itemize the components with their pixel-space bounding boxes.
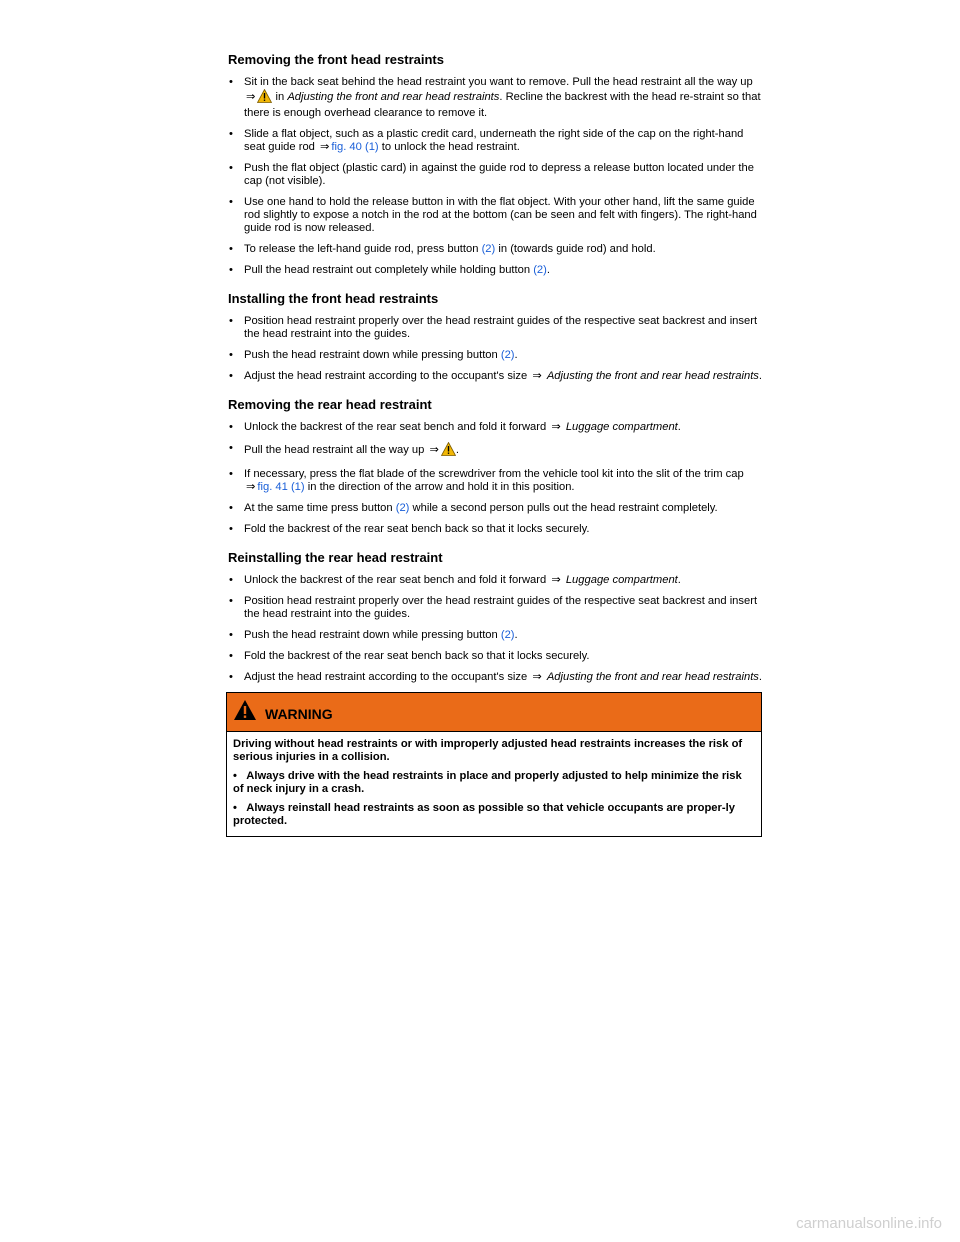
list-item: • Position head restraint properly over …: [229, 595, 758, 620]
arrow-symbol: ⇒: [320, 141, 330, 153]
bullet: •: [229, 502, 233, 514]
bullet: •: [229, 315, 233, 327]
list-item: • Pull the head restraint out completely…: [229, 264, 550, 276]
reference-link[interactable]: Adjusting the front and rear head restra…: [546, 671, 759, 683]
button-ref-link[interactable]: (2): [481, 243, 496, 255]
button-ref-link[interactable]: (2): [533, 264, 547, 276]
section-title-installing-front: Installing the front head restraints: [228, 291, 439, 306]
arrow-symbol: ⇒: [551, 421, 561, 433]
bullet: •: [229, 595, 233, 607]
warning-triangle-icon: [233, 699, 257, 726]
bullet: •: [229, 468, 233, 480]
section-title-removing-rear: Removing the rear head restraint: [228, 397, 432, 412]
reference-link[interactable]: Adjusting the front and rear head restra…: [287, 91, 500, 103]
list-item: • Fold the backrest of the rear seat ben…: [229, 523, 590, 535]
list-item: • Push the flat object (plastic card) in…: [229, 162, 754, 187]
list-item: • Slide a flat object, such as a plastic…: [229, 128, 744, 153]
reference-link[interactable]: Adjusting the front and rear head restra…: [546, 370, 759, 382]
button-ref-link[interactable]: (2): [500, 349, 515, 361]
list-item: • To release the left-hand guide rod, pr…: [229, 243, 656, 255]
arrow-symbol: ⇒: [532, 671, 542, 683]
bullet: •: [229, 243, 233, 255]
section-title-removing-front: Removing the front head restraints: [228, 52, 444, 67]
list-item: • If necessary, press the flat blade of …: [229, 468, 744, 493]
warning-triangle-icon[interactable]: [440, 441, 457, 460]
list-item: • Position head restraint properly over …: [229, 315, 758, 340]
bullet: •: [229, 162, 233, 174]
figure-link[interactable]: fig. 40 (1): [331, 141, 379, 153]
list-item: • Adjust the head restraint according to…: [229, 370, 763, 382]
list-item: • At the same time press button (2) whil…: [229, 502, 718, 514]
bullet: •: [229, 76, 233, 88]
list-item: • Sit in the back seat behind the head r…: [229, 76, 761, 119]
warning-bullet: • Always reinstall head restraints as so…: [233, 802, 735, 827]
warning-header: WARNING: [227, 693, 761, 732]
warning-text: Driving without head restraints or with …: [233, 738, 743, 763]
list-item: • Pull the head restraint all the way up…: [228, 441, 762, 460]
list-item: • Unlock the backrest of the rear seat b…: [229, 574, 681, 586]
bullet: •: [229, 650, 233, 662]
manual-page: Removing the front head restraints • Sit…: [228, 52, 762, 692]
list-item: • Use one hand to hold the release butto…: [229, 196, 757, 234]
warning-body: Driving without head restraints or with …: [227, 732, 761, 836]
list-item: • Push the head restraint down while pre…: [229, 349, 518, 361]
list-item: • Unlock the backrest of the rear seat b…: [229, 421, 681, 433]
section-title-reinstalling-rear: Reinstalling the rear head restraint: [228, 550, 443, 565]
bullet: •: [229, 671, 233, 683]
bullet: •: [229, 629, 233, 641]
list-item: • Adjust the head restraint according to…: [229, 671, 763, 683]
bullet: •: [229, 264, 233, 276]
arrow-symbol: ⇒: [551, 574, 561, 586]
warning-box: WARNING Driving without head restraints …: [226, 692, 762, 837]
arrow-symbol: ⇒: [246, 91, 256, 103]
bullet: •: [229, 128, 233, 140]
bullet: •: [229, 421, 233, 433]
reference-link[interactable]: Luggage compartment: [565, 421, 678, 433]
bullet: •: [229, 349, 233, 361]
list-item: • Push the head restraint down while pre…: [229, 629, 518, 641]
bullet: •: [229, 196, 233, 208]
bullet: •: [229, 442, 233, 454]
figure-link[interactable]: fig. 41 (1): [257, 481, 305, 493]
arrow-symbol: ⇒: [246, 481, 256, 493]
bullet: •: [229, 574, 233, 586]
button-ref-link[interactable]: (2): [500, 629, 515, 641]
warning-bullet: • Always drive with the head restraints …: [233, 770, 742, 795]
list-item: • Fold the backrest of the rear seat ben…: [229, 650, 590, 662]
bullet: •: [229, 370, 233, 382]
arrow-symbol: ⇒: [429, 444, 439, 456]
watermark: carmanualsonline.info: [796, 1215, 942, 1232]
bullet: •: [229, 523, 233, 535]
warning-triangle-icon[interactable]: [257, 88, 273, 107]
reference-link[interactable]: Luggage compartment: [565, 574, 678, 586]
arrow-symbol: ⇒: [532, 370, 542, 382]
warning-title: WARNING: [265, 706, 333, 722]
button-ref-link[interactable]: (2): [395, 502, 410, 514]
